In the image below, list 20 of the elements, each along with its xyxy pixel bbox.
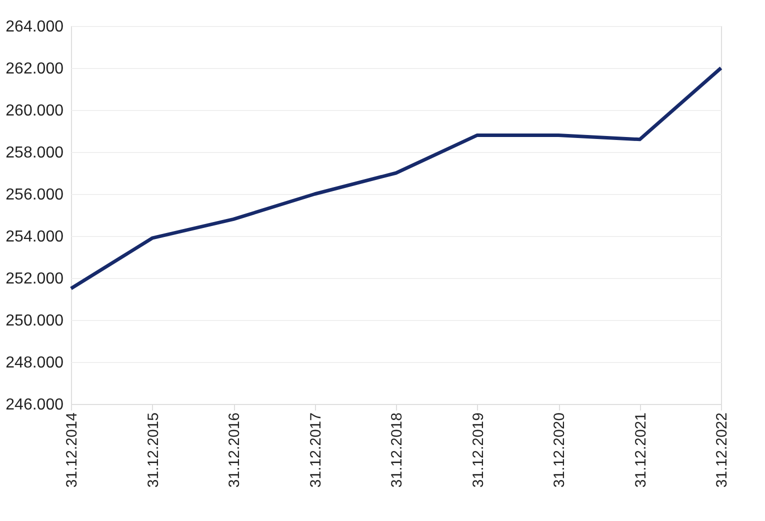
y-tick-label: 246.000: [6, 396, 64, 414]
y-tick-label: 258.000: [6, 144, 64, 162]
y-tick-label: 252.000: [6, 270, 64, 288]
x-tick-label: 31.12.2018: [388, 412, 406, 488]
line-series: [69, 66, 723, 290]
y-tick-label: 254.000: [6, 228, 64, 246]
y-tick-label: 250.000: [6, 312, 64, 330]
x-tick-label: 31.12.2015: [144, 412, 162, 488]
x-tick-label: 31.12.2014: [64, 412, 80, 488]
x-tick-label: 31.12.2019: [470, 412, 487, 488]
y-tick-label: 256.000: [6, 186, 64, 204]
y-tick-label: 260.000: [6, 102, 64, 120]
y-tick-label: 248.000: [6, 354, 64, 372]
y-tick-label: 264.000: [6, 18, 64, 36]
x-tick-label: 31.12.2016: [226, 412, 243, 488]
y-tick-label: 262.000: [6, 60, 64, 78]
x-tick-label: 31.12.2021: [632, 412, 650, 488]
x-tick-label: 31.12.2020: [551, 412, 568, 488]
x-tick-label: 31.12.2022: [714, 412, 730, 488]
x-tick-label: 31.12.2017: [307, 412, 324, 488]
